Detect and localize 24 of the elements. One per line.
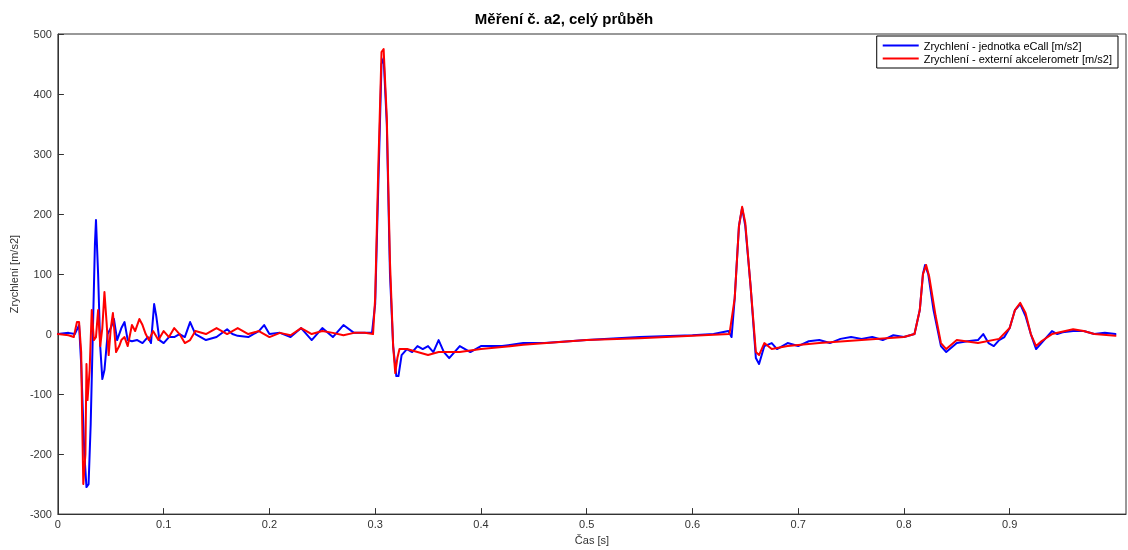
x-tick-label: 0.6 <box>684 517 701 530</box>
y-tick-label: -200 <box>29 448 52 461</box>
legend-label: Zrychlení - externí akcelerometr [m/s2] <box>923 52 1112 65</box>
y-tick-label: 100 <box>33 268 52 281</box>
x-tick-label: 0 <box>54 517 61 530</box>
y-tick-label: 400 <box>33 88 52 101</box>
x-tick-label: 0.8 <box>896 517 912 530</box>
x-tick-label: 0.1 <box>156 517 172 530</box>
y-tick-label: -300 <box>29 508 52 521</box>
y-tick-label: 0 <box>45 328 52 341</box>
x-tick-label: 0.5 <box>579 517 595 530</box>
y-tick-label: 300 <box>33 148 52 161</box>
y-tick-label: 200 <box>33 208 52 221</box>
x-tick-label: 0.3 <box>367 517 383 530</box>
x-tick-label: 0.7 <box>790 517 806 530</box>
chart-title: Měření č. a2, celý průběh <box>474 10 654 27</box>
x-axis-title: Čas [s] <box>574 533 610 546</box>
legend-label: Zrychlení - jednotka eCall [m/s2] <box>923 39 1082 52</box>
x-tick-label: 0.9 <box>1002 517 1018 530</box>
x-tick-label: 0.2 <box>261 517 278 530</box>
y-axis-title: Zrychlení [m/s2] <box>7 234 20 314</box>
x-tick-label: 0.4 <box>473 517 489 530</box>
y-tick-label: -100 <box>29 388 52 401</box>
y-tick-label: 500 <box>33 28 52 40</box>
